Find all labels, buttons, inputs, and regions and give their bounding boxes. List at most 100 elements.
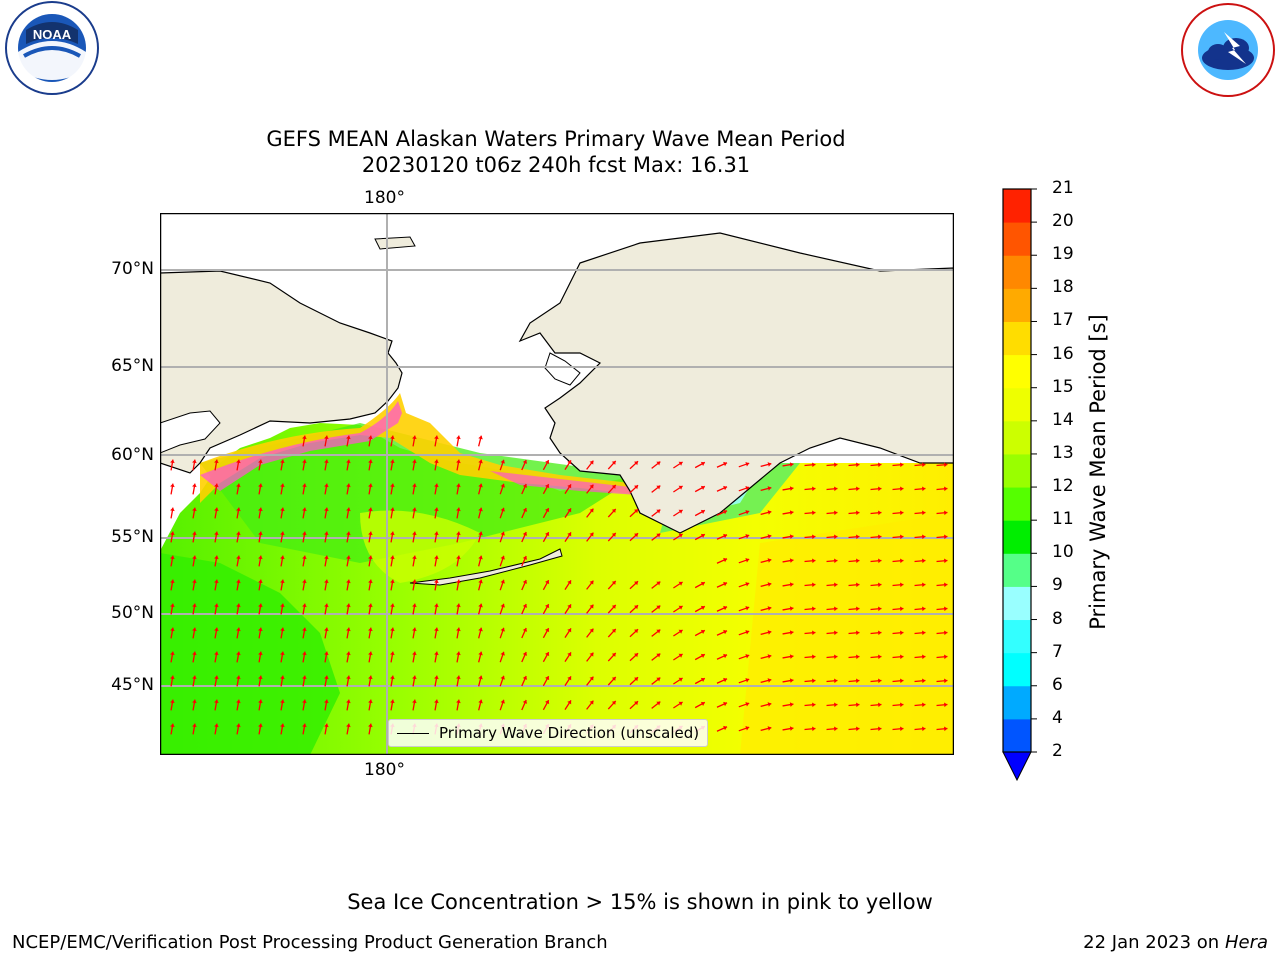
wave-arrow <box>214 627 219 639</box>
wave-arrow <box>782 462 794 467</box>
colorbar: 2 4 6 7 8 9 10 11 12 13 14 15 16 17 18 19 20 21 <box>1002 178 1142 788</box>
wave-arrow <box>478 675 483 687</box>
wave-arrow <box>782 630 794 635</box>
wave-arrow <box>629 604 639 614</box>
wave-arrow <box>280 675 285 687</box>
wave-arrow <box>192 483 197 495</box>
wave-arrow <box>478 699 483 711</box>
colorbar-tick-label: 12 <box>1052 476 1074 497</box>
wave-arrow <box>258 723 263 735</box>
wave-arrow <box>760 558 772 563</box>
wave-arrow <box>456 651 461 663</box>
wave-arrow <box>936 654 948 660</box>
wave-arrow <box>302 507 307 519</box>
wave-arrow <box>324 531 329 543</box>
wave-arrow <box>804 654 816 660</box>
wave-arrow <box>542 483 550 495</box>
wave-arrow <box>607 532 617 542</box>
wave-arrow <box>870 486 882 492</box>
noaa-logo: NOAA <box>4 0 100 96</box>
wave-arrow <box>368 483 373 495</box>
wave-arrow <box>434 627 439 639</box>
wave-arrow <box>521 531 528 543</box>
lat-label-70: 70°N <box>111 259 154 279</box>
wave-arrow <box>760 678 772 683</box>
wave-arrow <box>302 603 307 615</box>
wave-arrow <box>456 675 461 687</box>
wave-arrow <box>651 653 661 661</box>
wave-arrow <box>434 507 439 519</box>
wave-arrow <box>651 461 661 469</box>
map-legend: Primary Wave Direction (unscaled) <box>388 719 709 747</box>
wave-arrow <box>892 582 904 588</box>
wave-arrow <box>892 678 904 684</box>
wave-arrow <box>280 579 285 591</box>
wave-arrow <box>738 510 750 516</box>
wave-arrow <box>542 459 550 471</box>
wave-arrow <box>760 606 772 611</box>
wave-arrow <box>738 534 750 540</box>
footer-credit: NCEP/EMC/Verification Post Processing Pr… <box>12 932 608 953</box>
wave-arrow <box>258 483 263 495</box>
wave-arrow <box>629 508 639 518</box>
wave-arrow <box>214 555 219 567</box>
wave-arrow <box>651 581 661 589</box>
colorbar-segment <box>1003 652 1031 687</box>
wave-arrow <box>936 726 948 732</box>
wave-arrow <box>892 606 904 612</box>
wave-arrow <box>170 579 175 591</box>
wave-arrow <box>914 702 926 708</box>
colorbar-segment <box>1003 520 1031 554</box>
lat-label-55: 55°N <box>111 527 154 547</box>
wave-arrow <box>542 651 550 663</box>
wave-arrow <box>390 531 395 543</box>
wave-arrow <box>848 510 860 516</box>
wave-arrow <box>870 534 882 540</box>
wave-arrow <box>936 702 948 708</box>
wave-arrow <box>478 627 483 639</box>
colorbar-extend-arrow <box>1002 751 1032 782</box>
wave-arrow <box>302 699 307 711</box>
wave-arrow <box>607 628 617 638</box>
wave-arrow <box>936 606 948 612</box>
wave-arrow <box>760 462 772 467</box>
wave-arrow <box>936 630 948 636</box>
wave-arrow <box>521 555 528 567</box>
wave-arrow <box>804 462 816 468</box>
wave-arrow <box>870 558 882 564</box>
wave-arrow <box>936 582 948 588</box>
wave-arrow <box>412 531 417 543</box>
colorbar-tick-label: 14 <box>1052 409 1074 430</box>
wave-arrow <box>478 555 483 567</box>
wave-arrow <box>412 627 417 639</box>
wave-arrow <box>804 558 816 564</box>
wave-arrow <box>368 651 373 663</box>
wave-arrow <box>826 630 838 636</box>
wave-arrow <box>673 461 683 469</box>
wave-arrow <box>412 483 417 495</box>
wave-arrow <box>499 579 505 591</box>
wave-arrow <box>434 579 439 591</box>
wave-arrow <box>542 579 550 591</box>
wave-arrow <box>280 483 285 495</box>
wave-arrow <box>478 579 483 591</box>
wave-arrow <box>870 678 882 684</box>
wave-arrow <box>848 606 860 612</box>
wave-arrow <box>826 582 838 588</box>
title-line-1: GEFS MEAN Alaskan Waters Primary Wave Me… <box>266 127 846 151</box>
wave-arrow <box>280 699 285 711</box>
wave-arrow <box>629 700 639 710</box>
wave-arrow <box>346 531 351 543</box>
wave-arrow <box>738 726 750 732</box>
wave-arrow <box>694 653 706 661</box>
wave-arrow <box>192 531 197 543</box>
wave-arrow <box>804 534 816 540</box>
wave-arrow <box>521 483 528 495</box>
wave-arrow <box>412 675 417 687</box>
wave-arrow <box>804 510 816 516</box>
wave-arrow <box>760 702 772 707</box>
wave-arrow <box>368 555 373 567</box>
wave-arrow <box>804 486 816 492</box>
wave-arrow <box>390 699 395 711</box>
wave-arrow <box>456 579 461 591</box>
